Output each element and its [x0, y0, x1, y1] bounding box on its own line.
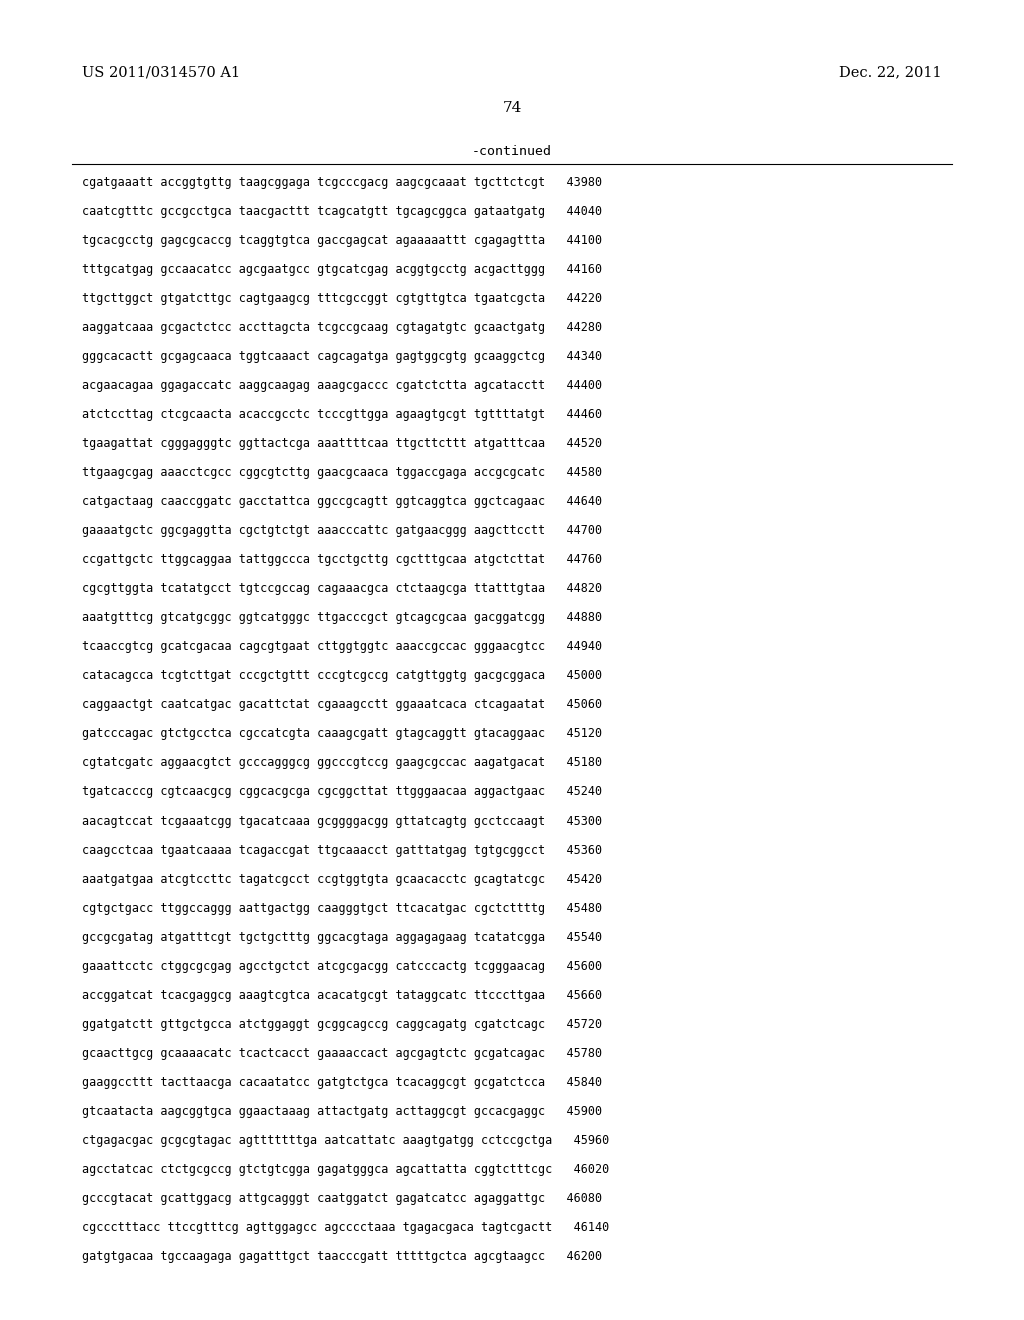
Text: gatcccagac gtctgcctca cgccatcgta caaagcgatt gtagcaggtt gtacaggaac   45120: gatcccagac gtctgcctca cgccatcgta caaagcg… [82, 727, 602, 741]
Text: tttgcatgag gccaacatcc agcgaatgcc gtgcatcgag acggtgcctg acgacttggg   44160: tttgcatgag gccaacatcc agcgaatgcc gtgcatc… [82, 263, 602, 276]
Text: aaatgatgaa atcgtccttc tagatcgcct ccgtggtgta gcaacacctc gcagtatcgc   45420: aaatgatgaa atcgtccttc tagatcgcct ccgtggt… [82, 873, 602, 886]
Text: cgtgctgacc ttggccaggg aattgactgg caagggtgct ttcacatgac cgctcttttg   45480: cgtgctgacc ttggccaggg aattgactgg caagggt… [82, 902, 602, 915]
Text: gccgcgatag atgatttcgt tgctgctttg ggcacgtaga aggagagaag tcatatcgga   45540: gccgcgatag atgatttcgt tgctgctttg ggcacgt… [82, 931, 602, 944]
Text: caatcgtttc gccgcctgca taacgacttt tcagcatgtt tgcagcggca gataatgatg   44040: caatcgtttc gccgcctgca taacgacttt tcagcat… [82, 205, 602, 218]
Text: atctccttag ctcgcaacta acaccgcctc tcccgttgga agaagtgcgt tgttttatgt   44460: atctccttag ctcgcaacta acaccgcctc tcccgtt… [82, 408, 602, 421]
Text: tgaagattat cgggagggtc ggttactcga aaattttcaa ttgcttcttt atgatttcaa   44520: tgaagattat cgggagggtc ggttactcga aaatttt… [82, 437, 602, 450]
Text: tgcacgcctg gagcgcaccg tcaggtgtca gaccgagcat agaaaaattt cgagagttta   44100: tgcacgcctg gagcgcaccg tcaggtgtca gaccgag… [82, 234, 602, 247]
Text: ttgcttggct gtgatcttgc cagtgaagcg tttcgccggt cgtgttgtca tgaatcgcta   44220: ttgcttggct gtgatcttgc cagtgaagcg tttcgcc… [82, 292, 602, 305]
Text: ccgattgctc ttggcaggaa tattggccca tgcctgcttg cgctttgcaa atgctcttat   44760: ccgattgctc ttggcaggaa tattggccca tgcctgc… [82, 553, 602, 566]
Text: ggatgatctt gttgctgcca atctggaggt gcggcagccg caggcagatg cgatctcagc   45720: ggatgatctt gttgctgcca atctggaggt gcggcag… [82, 1018, 602, 1031]
Text: aacagtccat tcgaaatcgg tgacatcaaa gcggggacgg gttatcagtg gcctccaagt   45300: aacagtccat tcgaaatcgg tgacatcaaa gcgggga… [82, 814, 602, 828]
Text: gaaggccttt tacttaacga cacaatatcc gatgtctgca tcacaggcgt gcgatctcca   45840: gaaggccttt tacttaacga cacaatatcc gatgtct… [82, 1076, 602, 1089]
Text: accggatcat tcacgaggcg aaagtcgtca acacatgcgt tataggcatc ttcccttgaa   45660: accggatcat tcacgaggcg aaagtcgtca acacatg… [82, 989, 602, 1002]
Text: aaggatcaaa gcgactctcc accttagcta tcgccgcaag cgtagatgtc gcaactgatg   44280: aaggatcaaa gcgactctcc accttagcta tcgccgc… [82, 321, 602, 334]
Text: cgatgaaatt accggtgttg taagcggaga tcgcccgacg aagcgcaaat tgcttctcgt   43980: cgatgaaatt accggtgttg taagcggaga tcgcccg… [82, 176, 602, 189]
Text: gtcaatacta aagcggtgca ggaactaaag attactgatg acttaggcgt gccacgaggc   45900: gtcaatacta aagcggtgca ggaactaaag attactg… [82, 1105, 602, 1118]
Text: gaaaatgctc ggcgaggtta cgctgtctgt aaacccattc gatgaacggg aagcttcctt   44700: gaaaatgctc ggcgaggtta cgctgtctgt aaaccca… [82, 524, 602, 537]
Text: tgatcacccg cgtcaacgcg cggcacgcga cgcggcttat ttgggaacaa aggactgaac   45240: tgatcacccg cgtcaacgcg cggcacgcga cgcggct… [82, 785, 602, 799]
Text: US 2011/0314570 A1: US 2011/0314570 A1 [82, 66, 240, 79]
Text: cgcgttggta tcatatgcct tgtccgccag cagaaacgca ctctaagcga ttatttgtaa   44820: cgcgttggta tcatatgcct tgtccgccag cagaaac… [82, 582, 602, 595]
Text: gcaacttgcg gcaaaacatc tcactcacct gaaaaccact agcgagtctc gcgatcagac   45780: gcaacttgcg gcaaaacatc tcactcacct gaaaacc… [82, 1047, 602, 1060]
Text: cgccctttacc ttccgtttcg agttggagcc agcccctaaa tgagacgaca tagtcgactt   46140: cgccctttacc ttccgtttcg agttggagcc agcccc… [82, 1221, 609, 1234]
Text: caggaactgt caatcatgac gacattctat cgaaagcctt ggaaatcaca ctcagaatat   45060: caggaactgt caatcatgac gacattctat cgaaagc… [82, 698, 602, 711]
Text: gaaattcctc ctggcgcgag agcctgctct atcgcgacgg catcccactg tcgggaacag   45600: gaaattcctc ctggcgcgag agcctgctct atcgcga… [82, 960, 602, 973]
Text: tcaaccgtcg gcatcgacaa cagcgtgaat cttggtggtc aaaccgccac gggaacgtcc   44940: tcaaccgtcg gcatcgacaa cagcgtgaat cttggtg… [82, 640, 602, 653]
Text: 74: 74 [503, 102, 521, 115]
Text: cgtatcgatc aggaacgtct gcccagggcg ggcccgtccg gaagcgccac aagatgacat   45180: cgtatcgatc aggaacgtct gcccagggcg ggcccgt… [82, 756, 602, 770]
Text: -continued: -continued [472, 145, 552, 158]
Text: ctgagacgac gcgcgtagac agtttttttga aatcattatc aaagtgatgg cctccgctga   45960: ctgagacgac gcgcgtagac agtttttttga aatcat… [82, 1134, 609, 1147]
Text: caagcctcaa tgaatcaaaa tcagaccgat ttgcaaacct gatttatgag tgtgcggcct   45360: caagcctcaa tgaatcaaaa tcagaccgat ttgcaaa… [82, 843, 602, 857]
Text: gatgtgacaa tgccaagaga gagatttgct taacccgatt tttttgctca agcgtaagcc   46200: gatgtgacaa tgccaagaga gagatttgct taacccg… [82, 1250, 602, 1263]
Text: gggcacactt gcgagcaaca tggtcaaact cagcagatga gagtggcgtg gcaaggctcg   44340: gggcacactt gcgagcaaca tggtcaaact cagcaga… [82, 350, 602, 363]
Text: agcctatcac ctctgcgccg gtctgtcgga gagatgggca agcattatta cggtctttcgc   46020: agcctatcac ctctgcgccg gtctgtcgga gagatgg… [82, 1163, 609, 1176]
Text: Dec. 22, 2011: Dec. 22, 2011 [840, 66, 942, 79]
Text: catgactaag caaccggatc gacctattca ggccgcagtt ggtcaggtca ggctcagaac   44640: catgactaag caaccggatc gacctattca ggccgca… [82, 495, 602, 508]
Text: ttgaagcgag aaacctcgcc cggcgtcttg gaacgcaaca tggaccgaga accgcgcatc   44580: ttgaagcgag aaacctcgcc cggcgtcttg gaacgca… [82, 466, 602, 479]
Text: catacagcca tcgtcttgat cccgctgttt cccgtcgccg catgttggtg gacgcggaca   45000: catacagcca tcgtcttgat cccgctgttt cccgtcg… [82, 669, 602, 682]
Text: aaatgtttcg gtcatgcggc ggtcatgggc ttgacccgct gtcagcgcaa gacggatcgg   44880: aaatgtttcg gtcatgcggc ggtcatgggc ttgaccc… [82, 611, 602, 624]
Text: gcccgtacat gcattggacg attgcagggt caatggatct gagatcatcc agaggattgc   46080: gcccgtacat gcattggacg attgcagggt caatgga… [82, 1192, 602, 1205]
Text: acgaacagaa ggagaccatc aaggcaagag aaagcgaccc cgatctctta agcatacctt   44400: acgaacagaa ggagaccatc aaggcaagag aaagcga… [82, 379, 602, 392]
